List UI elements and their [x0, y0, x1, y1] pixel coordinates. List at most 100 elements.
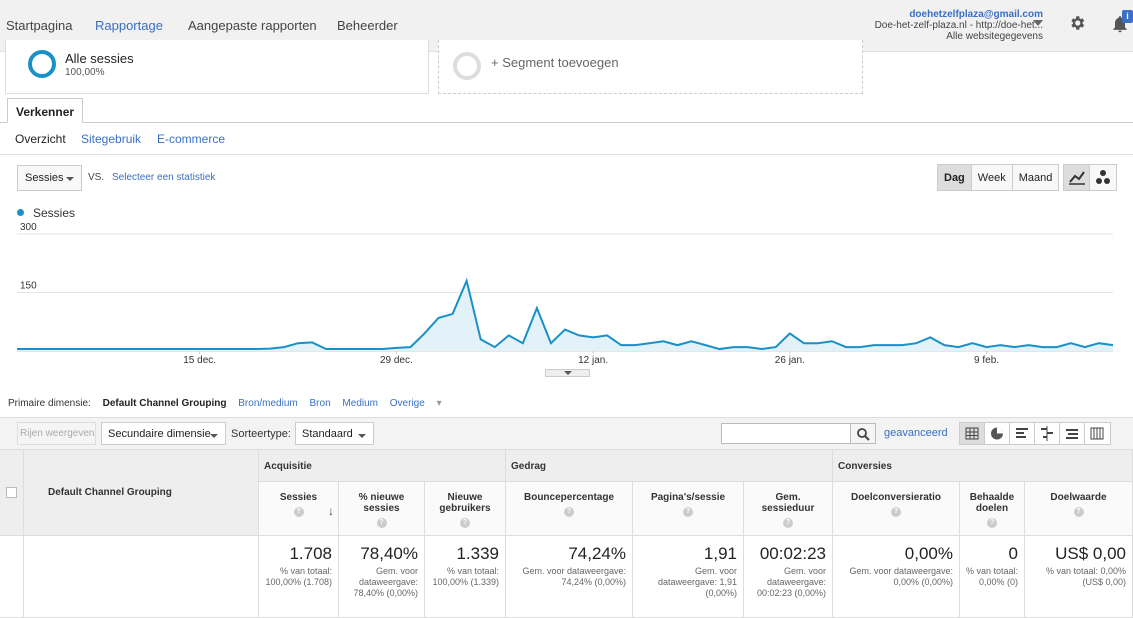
help-icon[interactable]: ?	[293, 507, 304, 517]
column-header[interactable]: % nieuwe sessies?	[339, 482, 425, 536]
bubble-chart-icon	[1096, 170, 1110, 184]
dimension-medium[interactable]: Medium	[342, 398, 378, 409]
chevron-down-icon	[358, 434, 366, 438]
period-month-button[interactable]: Maand	[1012, 165, 1059, 190]
pie-view-button[interactable]	[985, 423, 1010, 444]
segment-placeholder-icon	[453, 52, 481, 80]
column-header-label: Gem. sessieduur	[761, 492, 815, 514]
dimension-overige[interactable]: Overige ▾	[390, 398, 451, 409]
nav-aangepaste-rapporten[interactable]: Aangepaste rapporten	[188, 18, 317, 33]
column-header[interactable]: Doelconversieratio?	[833, 482, 960, 536]
gear-icon[interactable]	[1068, 14, 1086, 32]
column-header[interactable]: Pagina's/sessie?	[633, 482, 744, 536]
help-icon[interactable]: ?	[564, 507, 574, 517]
period-day-button[interactable]: Dag	[938, 165, 972, 190]
data-view-button[interactable]	[960, 423, 985, 444]
subtab-e-commerce[interactable]: E-commerce	[157, 132, 226, 146]
account-property: Doe-het-zelf-plaza.nl - http://doe-het..…	[874, 20, 1043, 31]
nav-beheerder[interactable]: Beheerder	[337, 18, 398, 33]
tab-verkenner[interactable]: Verkenner	[7, 98, 83, 123]
column-header[interactable]: Gem. sessieduur?	[744, 482, 833, 536]
pivot-icon	[1090, 427, 1104, 440]
account-view: Alle websitegegevens	[946, 31, 1043, 42]
column-header[interactable]: Behaalde doelen?	[960, 482, 1025, 536]
segment-all-sessions[interactable]: Alle sessies 100,00%	[5, 40, 429, 94]
column-header[interactable]: Sessies? ↓	[259, 482, 339, 536]
column-header[interactable]: Doelwaarde?	[1025, 482, 1133, 536]
help-icon[interactable]: ?	[683, 507, 693, 517]
group-conversies-label: Conversies	[838, 461, 892, 472]
motion-chart-button[interactable]	[1090, 165, 1116, 190]
help-icon[interactable]: ?	[376, 518, 387, 528]
secondary-dimension-dropdown[interactable]: Secundaire dimensie	[101, 422, 226, 445]
table-view-toggle	[959, 422, 1111, 445]
line-chart-button[interactable]	[1064, 165, 1090, 190]
segment-percentage: 100,00%	[65, 67, 105, 78]
column-header-label: Pagina's/sessie	[650, 492, 726, 503]
table-search-input[interactable]	[721, 423, 851, 444]
metric-dropdown-label: Sessies	[25, 172, 64, 184]
help-icon[interactable]: ?	[987, 518, 997, 528]
total-value: 74,24%	[568, 544, 626, 563]
total-subtext: Gem. voor dataweergave: 00:02:23 (0,00%)	[756, 566, 826, 598]
series-line[interactable]	[17, 277, 1114, 351]
subtab-sitegebruik[interactable]: Sitegebruik	[81, 132, 142, 146]
metric-dropdown[interactable]: Sessies	[17, 165, 82, 191]
period-toggle: Dag Week Maand	[937, 164, 1060, 191]
sort-type-label: Sorteertype:	[231, 428, 291, 440]
nav-rapportage[interactable]: Rapportage	[95, 18, 163, 33]
period-week-button[interactable]: Week	[971, 165, 1013, 190]
performance-view-button[interactable]	[1010, 423, 1035, 444]
comparison-view-button[interactable]	[1035, 423, 1060, 444]
sort-descending-icon: ↓	[328, 504, 334, 518]
total-cell: 74,24% Gem. voor dataweergave: 74,24% (0,…	[506, 536, 633, 618]
show-rows-button[interactable]: Rijen weergeven	[17, 422, 96, 445]
chart-type-toggle	[1063, 164, 1117, 191]
column-header[interactable]: Nieuwe gebruikers?	[425, 482, 506, 536]
chevron-down-icon: ▾	[436, 398, 442, 409]
comparison-icon	[1041, 426, 1053, 441]
total-cell: 78,40% Gem. voor dataweergave: 78,40% (0,…	[339, 536, 425, 618]
notification-badge[interactable]: i	[1122, 10, 1133, 23]
nav-startpagina[interactable]: Startpagina	[6, 18, 73, 33]
vs-label: VS.	[88, 172, 105, 183]
group-acquisitie-label: Acquisitie	[264, 461, 312, 472]
subtab-overzicht[interactable]: Overzicht	[15, 132, 66, 146]
group-gedrag: Gedrag	[506, 450, 833, 482]
column-header[interactable]: Bouncepercentage?	[506, 482, 633, 536]
add-segment-button[interactable]: + Segment toevoegen	[438, 40, 863, 94]
group-gedrag-label: Gedrag	[511, 461, 547, 472]
help-icon[interactable]: ?	[460, 518, 470, 528]
column-header-label: Behaalde doelen	[969, 492, 1015, 514]
dimension-bron-medium[interactable]: Bron/medium	[238, 398, 298, 409]
search-button[interactable]	[850, 423, 876, 444]
dimension-bron[interactable]: Bron	[309, 398, 331, 409]
select-all-cell	[0, 450, 24, 536]
column-header-label: Sessies	[279, 492, 318, 503]
sort-type-dropdown[interactable]: Standaard	[295, 422, 374, 445]
totals-checkbox-cell	[0, 536, 24, 618]
total-cell: 1.339 % van totaal: 100,00% (1.339)	[425, 536, 506, 618]
help-icon[interactable]: ?	[891, 507, 901, 517]
select-all-checkbox[interactable]	[6, 487, 17, 498]
term-cloud-view-button[interactable]	[1060, 423, 1085, 444]
total-subtext: Gem. voor dataweergave: 78,40% (0,00%)	[353, 566, 418, 598]
line-chart-icon	[1069, 171, 1085, 185]
help-icon[interactable]: ?	[783, 518, 793, 528]
chart-collapse-handle[interactable]	[545, 369, 590, 377]
x-tick-label: 12 jan.	[578, 355, 608, 366]
total-value: 1.339	[456, 544, 499, 563]
y-tick-label: 300	[20, 222, 37, 233]
help-icon[interactable]: ?	[1073, 507, 1084, 517]
column-header-label: Bouncepercentage	[523, 492, 615, 503]
chevron-down-icon[interactable]	[1033, 20, 1043, 26]
pivot-view-button[interactable]	[1085, 423, 1110, 444]
total-subtext: % van totaal: 100,00% (1.339)	[432, 566, 499, 587]
data-table: Default Channel Grouping Acquisitie Gedr…	[0, 450, 1133, 618]
account-switcher[interactable]: doehetzelfplaza@gmail.com Doe-het-zelf-p…	[875, 9, 1043, 42]
advanced-filter-link[interactable]: geavanceerd	[884, 427, 948, 439]
secondary-dimension-label: Secundaire dimensie	[108, 428, 211, 440]
grid-icon	[965, 427, 979, 440]
select-statistic-link[interactable]: Selecteer een statistiek	[112, 172, 216, 183]
dimension-header[interactable]: Default Channel Grouping	[24, 450, 259, 536]
